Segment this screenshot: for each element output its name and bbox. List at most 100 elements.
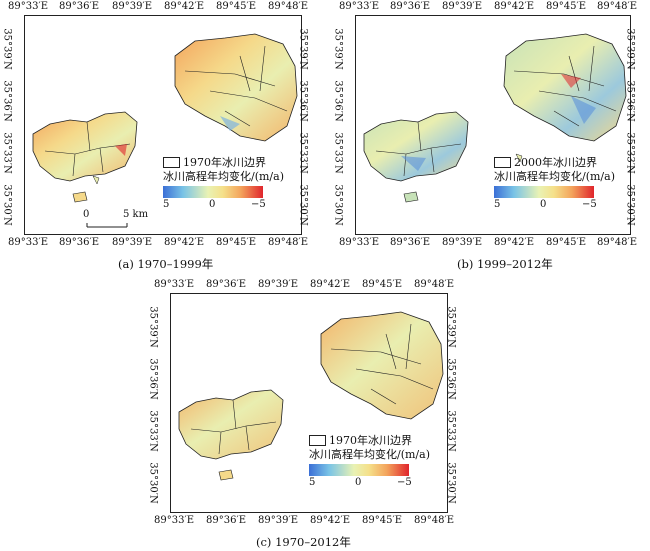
lon-top-c-1: 89°36′E [206,279,247,290]
glacier-east-c [320,311,444,420]
glacier-east-a [174,33,298,142]
lat-left-c-3: 35°30′N [147,462,159,504]
legend-title-c: 冰川高程年均变化/(m/a) [309,447,430,461]
lon-bot-b-0: 89°33′E [339,237,380,248]
caption-c: (c) 1970–2012年 [256,535,351,549]
lon-top-a-1: 89°36′E [59,1,100,12]
lat-right-b-0: 35°39′N [624,28,636,70]
lon-bot-b-3: 89°42′E [494,237,535,248]
lat-right-a-3: 35°30′N [297,184,309,226]
lon-bot-a-3: 89°42′E [164,237,205,248]
glacier-west-c [178,389,284,460]
ramp-tick-a-0: 5 [163,198,170,210]
lon-bot-c-0: 89°33′E [154,515,195,526]
lat-left-c-0: 35°39′N [147,306,159,348]
lat-left-a-3: 35°30′N [1,184,13,226]
ramp-tick-b-1: 0 [540,198,547,210]
lon-bot-a-5: 89°48′E [268,237,309,248]
ramp-tick-b-0: 5 [494,198,501,210]
lat-left-c-1: 35°36′N [147,358,159,400]
panel-c: 89°33′E 89°36′E 89°39′E 89°42′E 89°45′E … [140,278,510,551]
map-frame-a: 0 5 km 1970年冰川边界 冰川高程年均变化/(m/a) 5 0 −5 [24,15,302,235]
ramp-tick-a-2: −5 [251,198,266,210]
lon-bot-c-1: 89°36′E [206,515,247,526]
lon-top-b-3: 89°42′E [494,1,535,12]
lat-right-b-1: 35°36′N [624,80,636,122]
lat-right-a-1: 35°36′N [297,80,309,122]
legend-boundary-c: 1970年冰川边界 [329,434,412,447]
lat-right-b-2: 35°33′N [624,132,636,174]
lat-right-c-2: 35°33′N [445,410,457,452]
map-frame-b: 2000年冰川边界 冰川高程年均变化/(m/a) 5 0 −5 [355,15,631,235]
lat-right-c-1: 35°36′N [445,358,457,400]
legend-box-a [163,157,180,169]
scale-zero-a: 0 [83,209,90,220]
legend-boundary-a: 1970年冰川边界 [183,156,266,169]
lat-left-a-2: 35°33′N [1,132,13,174]
map-frame-c: 1970年冰川边界 冰川高程年均变化/(m/a) 5 0 −5 [170,293,448,513]
color-ramp-c [309,463,409,476]
lon-top-a-2: 89°39′E [112,1,153,12]
lat-right-b-3: 35°30′N [624,184,636,226]
map-a [32,33,298,228]
lat-right-c-0: 35°39′N [445,306,457,348]
caption-b: (b) 1999–2012年 [457,257,553,271]
legend-b: 2000年冰川边界 冰川高程年均变化/(m/a) 5 0 −5 [494,156,615,210]
ramp-tick-c-1: 0 [355,476,362,488]
lon-bot-c-2: 89°39′E [258,515,299,526]
color-ramp-a [163,185,263,198]
caption-a: (a) 1970–1999年 [118,257,214,271]
lat-left-c-2: 35°33′N [147,410,159,452]
lon-top-a-3: 89°42′E [164,1,205,12]
lon-top-b-2: 89°39′E [442,1,483,12]
map-b [363,33,627,203]
ramp-tick-c-0: 5 [309,476,316,488]
ramp-tick-b-2: −5 [582,198,597,210]
lat-left-b-1: 35°36′N [332,80,344,122]
lat-left-b-2: 35°33′N [332,132,344,174]
lon-bot-b-4: 89°45′E [546,237,587,248]
lon-bot-a-1: 89°36′E [59,237,100,248]
glacier-west-a [32,111,138,182]
legend-box-b [494,157,511,169]
glacier-west-b [363,111,469,182]
panel-b: 89°33′E 89°36′E 89°39′E 89°42′E 89°45′E … [325,0,650,275]
lon-top-c-5: 89°48′E [414,279,455,290]
legend-title-b: 冰川高程年均变化/(m/a) [494,169,615,183]
ramp-tick-c-2: −5 [397,476,412,488]
lon-bot-c-3: 89°42′E [310,515,351,526]
lon-top-a-4: 89°45′E [216,1,257,12]
lat-left-a-1: 35°36′N [1,80,13,122]
lat-right-c-3: 35°30′N [445,462,457,504]
legend-boundary-b: 2000年冰川边界 [514,156,597,169]
lon-bot-a-2: 89°39′E [112,237,153,248]
lon-bot-b-2: 89°39′E [442,237,483,248]
ramp-tick-a-1: 0 [209,198,216,210]
legend-a: 1970年冰川边界 冰川高程年均变化/(m/a) 5 0 −5 [163,156,284,210]
lat-right-a-2: 35°33′N [297,132,309,174]
lon-top-c-0: 89°33′E [154,279,195,290]
scale-label-a: 5 km [123,209,149,220]
lon-top-c-3: 89°42′E [310,279,351,290]
legend-title-a: 冰川高程年均变化/(m/a) [163,169,284,183]
lon-bot-a-4: 89°45′E [216,237,257,248]
lon-top-b-0: 89°33′E [339,1,380,12]
lat-left-b-0: 35°39′N [332,28,344,70]
lon-top-b-5: 89°48′E [597,1,638,12]
lon-top-a-5: 89°48′E [268,1,309,12]
lat-left-a-0: 35°39′N [1,28,13,70]
map-c [178,311,444,481]
lat-left-b-3: 35°30′N [332,184,344,226]
lat-right-a-0: 35°39′N [297,28,309,70]
glacier-east-b [503,33,627,142]
lon-top-b-4: 89°45′E [546,1,587,12]
lon-bot-c-4: 89°45′E [362,515,403,526]
lon-top-c-4: 89°45′E [362,279,403,290]
lon-bot-a-0: 89°33′E [8,237,49,248]
lon-top-c-2: 89°39′E [258,279,299,290]
lon-bot-b-5: 89°48′E [597,237,638,248]
lon-top-b-1: 89°36′E [390,1,431,12]
panel-a: 89°33′E 89°36′E 89°39′E 89°42′E 89°45′E … [0,0,325,275]
color-ramp-b [494,185,594,198]
legend-c: 1970年冰川边界 冰川高程年均变化/(m/a) 5 0 −5 [309,434,430,488]
